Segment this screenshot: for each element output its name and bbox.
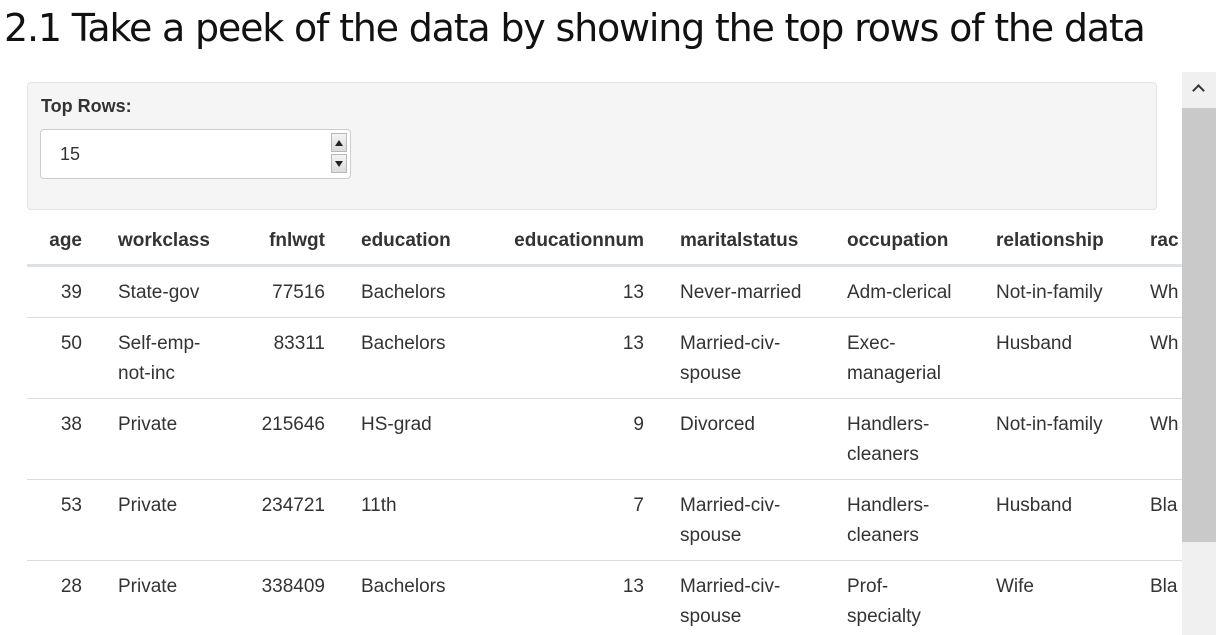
cell-fnlwgt: 338409 <box>230 560 343 635</box>
column-header-educationnum[interactable]: educationnum <box>475 218 662 267</box>
cell-race: Bla <box>1132 479 1182 561</box>
table-header: age workclass fnlwgt education education… <box>27 218 1182 267</box>
cell-fnlwgt: 83311 <box>230 317 343 399</box>
cell-maritalstatus: Married-civ-spouse <box>662 560 829 635</box>
cell-workclass: Self-emp-not-inc <box>100 317 230 399</box>
table-row: 28 Private 338409 Bachelors 13 Married-c… <box>27 560 1182 635</box>
column-header-fnlwgt[interactable]: fnlwgt <box>230 218 343 267</box>
cell-fnlwgt: 234721 <box>230 479 343 561</box>
cell-workclass: Private <box>100 560 230 635</box>
column-header-occupation[interactable]: occupation <box>829 218 978 267</box>
cell-age: 38 <box>27 398 100 480</box>
cell-workclass: Private <box>100 479 230 561</box>
cell-relationship: Husband <box>978 479 1132 561</box>
scrollbar-thumb[interactable] <box>1182 108 1216 542</box>
cell-maritalstatus: Married-civ-spouse <box>662 479 829 561</box>
column-header-education[interactable]: education <box>343 218 475 267</box>
table-row: 50 Self-emp-not-inc 83311 Bachelors 13 M… <box>27 317 1182 399</box>
cell-maritalstatus: Divorced <box>662 398 829 480</box>
cell-race: Wh <box>1132 317 1182 399</box>
table-row: 38 Private 215646 HS-grad 9 Divorced Han… <box>27 398 1182 480</box>
cell-education: HS-grad <box>343 398 475 480</box>
cell-educationnum: 13 <box>475 265 662 318</box>
cell-relationship: Not-in-family <box>978 265 1132 318</box>
cell-education: Bachelors <box>343 317 475 399</box>
cell-occupation: Handlers-cleaners <box>829 479 978 561</box>
cell-age: 39 <box>27 265 100 318</box>
table-body: 39 State-gov 77516 Bachelors 13 Never-ma… <box>27 265 1182 635</box>
cell-relationship: Husband <box>978 317 1132 399</box>
top-rows-input[interactable]: 15 <box>40 129 351 179</box>
cell-maritalstatus: Never-married <box>662 265 829 318</box>
cell-fnlwgt: 77516 <box>230 265 343 318</box>
cell-occupation: Handlers-cleaners <box>829 398 978 480</box>
cell-education: Bachelors <box>343 560 475 635</box>
cell-race: Bla <box>1132 560 1182 635</box>
triangle-down-icon[interactable] <box>331 154 347 173</box>
cell-fnlwgt: 215646 <box>230 398 343 480</box>
top-rows-spinner[interactable] <box>331 133 347 173</box>
cell-educationnum: 9 <box>475 398 662 480</box>
header-row: age workclass fnlwgt education education… <box>27 218 1182 267</box>
cell-occupation: Adm-clerical <box>829 265 978 318</box>
data-table: age workclass fnlwgt education education… <box>27 218 1182 635</box>
vertical-scrollbar[interactable] <box>1182 72 1216 635</box>
column-header-workclass[interactable]: workclass <box>100 218 230 267</box>
column-header-age[interactable]: age <box>27 218 100 267</box>
cell-age: 53 <box>27 479 100 561</box>
cell-workclass: Private <box>100 398 230 480</box>
cell-occupation: Prof-specialty <box>829 560 978 635</box>
top-rows-label: Top Rows: <box>41 96 132 116</box>
cell-maritalstatus: Married-civ-spouse <box>662 317 829 399</box>
column-header-maritalstatus[interactable]: maritalstatus <box>662 218 829 267</box>
cell-relationship: Not-in-family <box>978 398 1132 480</box>
top-rows-value[interactable]: 15 <box>60 144 81 164</box>
cell-educationnum: 13 <box>475 560 662 635</box>
cell-occupation: Exec-managerial <box>829 317 978 399</box>
cell-workclass: State-gov <box>100 265 230 318</box>
triangle-up-icon[interactable] <box>331 133 347 152</box>
page-title: 2.1 Take a peek of the data by showing t… <box>4 6 1146 50</box>
column-header-relationship[interactable]: relationship <box>978 218 1132 267</box>
table-row: 53 Private 234721 11th 7 Married-civ-spo… <box>27 479 1182 561</box>
cell-education: 11th <box>343 479 475 561</box>
data-table-container: age workclass fnlwgt education education… <box>27 218 1182 635</box>
controls-panel: Top Rows: 15 <box>27 82 1157 210</box>
cell-education: Bachelors <box>343 265 475 318</box>
cell-educationnum: 7 <box>475 479 662 561</box>
table-row: 39 State-gov 77516 Bachelors 13 Never-ma… <box>27 265 1182 318</box>
column-header-race[interactable]: rac <box>1132 218 1182 267</box>
cell-age: 28 <box>27 560 100 635</box>
chevron-up-icon[interactable] <box>1182 72 1216 108</box>
cell-educationnum: 13 <box>475 317 662 399</box>
cell-race: Wh <box>1132 265 1182 318</box>
cell-age: 50 <box>27 317 100 399</box>
cell-relationship: Wife <box>978 560 1132 635</box>
cell-race: Wh <box>1132 398 1182 480</box>
